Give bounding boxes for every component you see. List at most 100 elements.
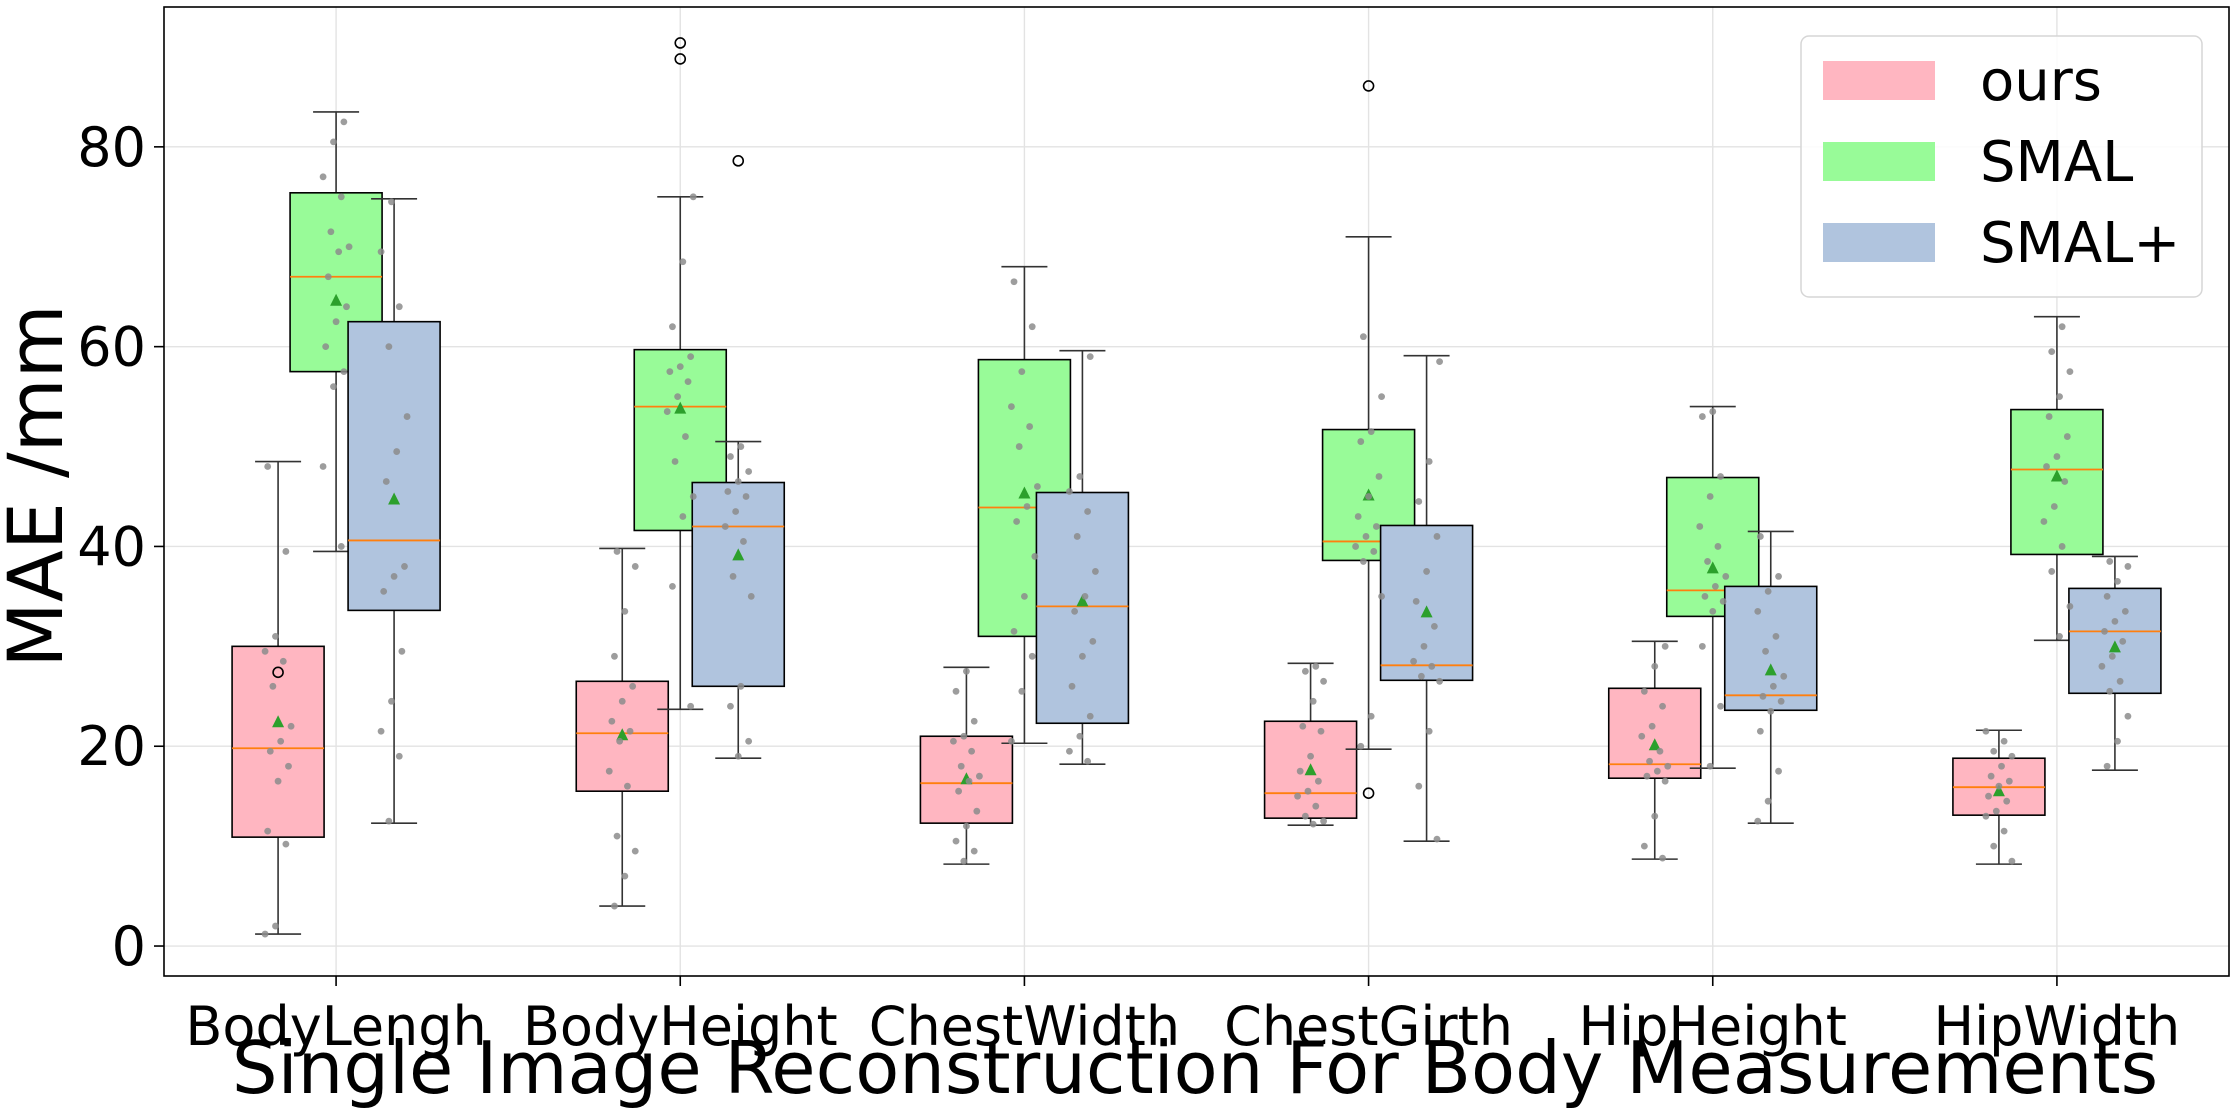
data-point: [393, 448, 401, 455]
data-point: [613, 832, 621, 840]
data-point: [1436, 358, 1443, 366]
box-iqr: [2010, 408, 2104, 556]
box-iqr: [1607, 687, 1702, 780]
data-point: [343, 303, 350, 311]
data-point: [669, 583, 676, 590]
data-point: [1420, 642, 1428, 650]
data-point: [330, 383, 337, 391]
box-mean-marker: [388, 492, 401, 505]
data-point: [727, 702, 734, 710]
data-point: [973, 807, 981, 815]
data-point: [1717, 473, 1724, 480]
data-point: [1638, 732, 1646, 740]
data-point: [1664, 762, 1672, 770]
data-point: [340, 368, 348, 376]
box-iqr: [2068, 587, 2162, 695]
data-point: [968, 747, 976, 755]
data-point: [282, 548, 290, 555]
data-point: [2056, 393, 2063, 400]
data-point: [963, 822, 970, 830]
data-point: [965, 777, 973, 785]
data-point: [388, 198, 395, 206]
data-point: [285, 762, 292, 770]
data-point: [952, 837, 960, 845]
data-point: [1365, 493, 1372, 500]
data-point: [631, 847, 639, 855]
data-point: [382, 478, 390, 485]
data-point: [380, 587, 388, 595]
data-point: [1309, 820, 1317, 828]
data-point: [1640, 687, 1648, 695]
data-point: [2119, 637, 2127, 645]
data-point: [1767, 707, 1775, 715]
data-point: [327, 228, 335, 236]
box-iqr: [347, 320, 441, 612]
data-point: [1756, 533, 1764, 540]
data-point: [1759, 692, 1767, 700]
data-point: [1780, 672, 1788, 680]
data-point: [2108, 652, 2116, 660]
data-point: [1296, 767, 1304, 775]
box-outlier: [732, 155, 745, 167]
data-point: [272, 632, 279, 640]
data-point: [963, 667, 970, 675]
data-point: [337, 543, 345, 550]
data-point: [2124, 563, 2132, 570]
data-point: [740, 538, 747, 545]
data-point: [745, 737, 753, 745]
data-point: [1756, 727, 1764, 735]
data-point: [345, 243, 353, 251]
x-axis-label: Single Image Reconstruction For Body Mea…: [232, 1026, 2158, 1110]
data-point: [687, 353, 695, 361]
data-point: [395, 752, 403, 760]
data-point: [1008, 403, 1015, 410]
data-point: [1998, 762, 2005, 770]
data-point: [1706, 493, 1714, 500]
data-point: [1314, 777, 1322, 785]
data-point: [666, 368, 674, 376]
data-point: [2098, 662, 2106, 670]
data-point: [671, 458, 679, 465]
data-point: [1076, 732, 1084, 740]
y-tick-label: 60: [77, 316, 146, 379]
data-point: [1653, 767, 1661, 775]
data-point: [1995, 782, 2003, 790]
box-mean-marker: [1304, 763, 1317, 776]
data-point: [2121, 607, 2129, 615]
data-point: [1018, 687, 1026, 695]
data-point: [1711, 583, 1719, 590]
box-outlier: [674, 37, 687, 49]
data-point: [2005, 777, 2013, 785]
data-point: [1362, 533, 1370, 540]
data-point: [629, 682, 637, 690]
box-mean-marker: [1648, 738, 1661, 751]
data-point: [1415, 782, 1423, 790]
box-mean-marker: [1420, 605, 1433, 618]
legend-label-smal: SMAL: [1980, 130, 2133, 195]
data-point: [1987, 772, 1995, 780]
data-point: [1359, 333, 1367, 341]
data-point: [1073, 533, 1081, 540]
data-point: [682, 433, 689, 440]
y-tick-label: 80: [77, 116, 146, 179]
data-point: [1299, 722, 1307, 730]
data-point: [960, 857, 968, 865]
data-point: [1084, 508, 1092, 515]
data-point: [1643, 772, 1651, 780]
data-point: [976, 772, 983, 780]
data-point: [1764, 797, 1772, 805]
data-point: [282, 840, 290, 848]
data-point: [261, 930, 269, 938]
data-point: [1370, 548, 1378, 555]
box-outlier: [1362, 80, 1375, 92]
data-point: [2124, 712, 2132, 720]
data-point: [390, 573, 398, 580]
data-point: [340, 118, 348, 126]
data-point: [2103, 762, 2111, 770]
data-point: [1013, 518, 1021, 525]
data-point: [1709, 607, 1717, 615]
data-point: [613, 548, 621, 555]
box-outlier: [1362, 787, 1375, 799]
data-point: [1428, 662, 1436, 670]
